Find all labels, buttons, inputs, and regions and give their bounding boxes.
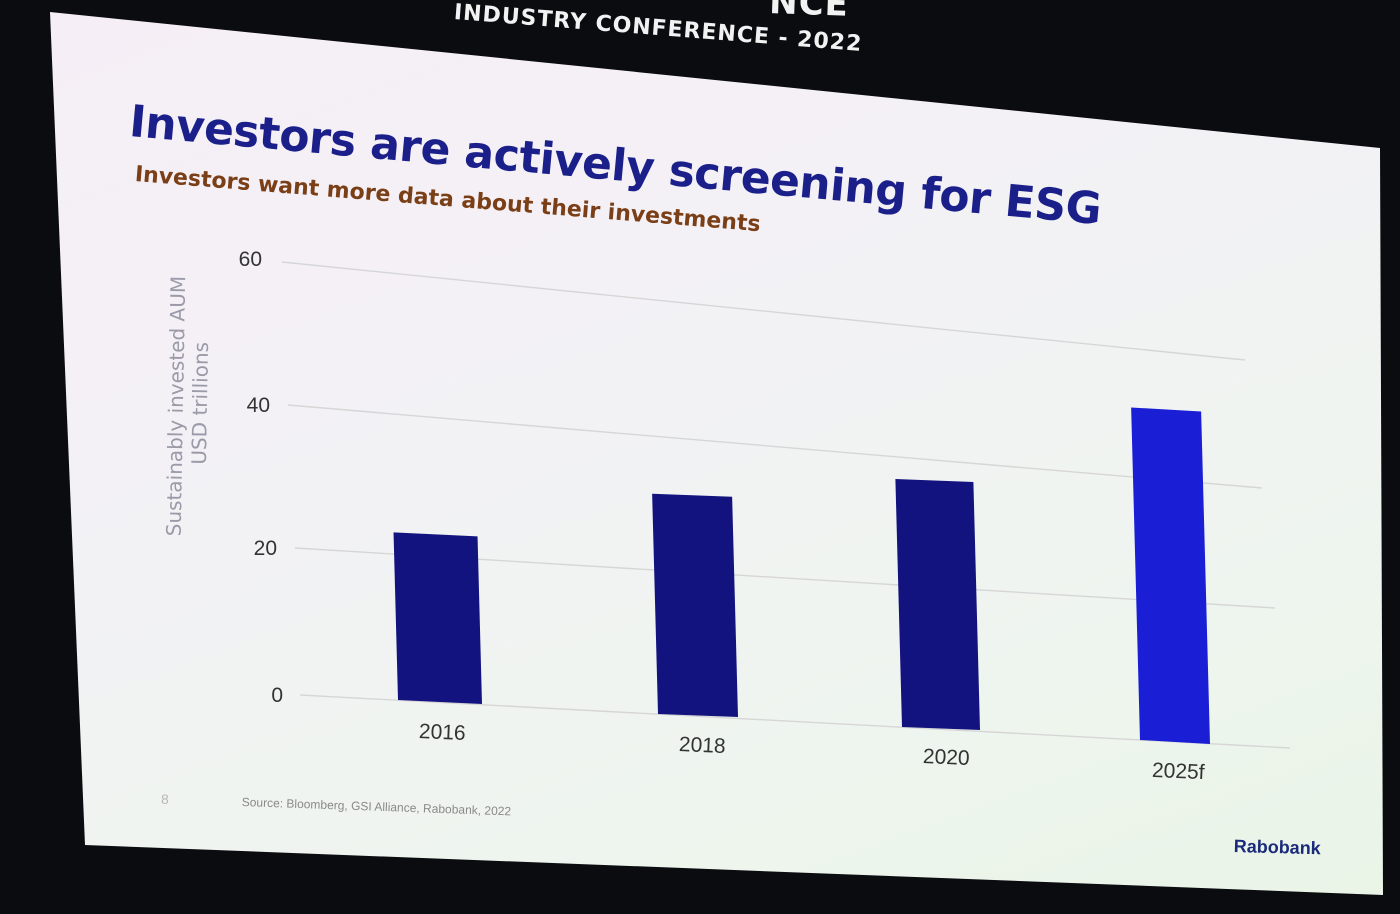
conference-name-fragment: NCE [768,0,850,25]
chart-y-axis: 0 20 40 60 [239,248,283,707]
bar-2016 [393,532,482,704]
x-tick-label: 2025f [1152,759,1206,784]
y-tick-label: 20 [254,537,277,560]
x-tick-label: 2016 [418,720,466,745]
x-tick-label: 2020 [922,745,970,770]
y-tick-label: 60 [239,248,262,271]
y-axis-label-line-2: USD trillions [187,342,213,465]
bar-2025f [1131,407,1210,744]
chart-x-axis: 2016 2018 2020 2025f [418,720,1205,784]
y-tick-label: 40 [247,394,270,417]
y-tick-label: 0 [271,684,283,707]
gridline-60 [281,261,1246,361]
chart-bars [393,407,1210,744]
bar-2018 [652,493,738,717]
chart-y-axis-label: Sustainably invested AUM USD trillions [162,269,215,537]
bar-2020 [895,479,980,730]
gridline-0 [299,694,1291,749]
x-tick-label: 2018 [678,733,726,758]
gridline-40 [287,404,1263,489]
y-axis-label-line-1: Sustainably invested AUM [162,276,191,537]
slide-page-number: 8 [161,791,169,807]
brand-logo-text: Rabobank [1233,836,1321,859]
